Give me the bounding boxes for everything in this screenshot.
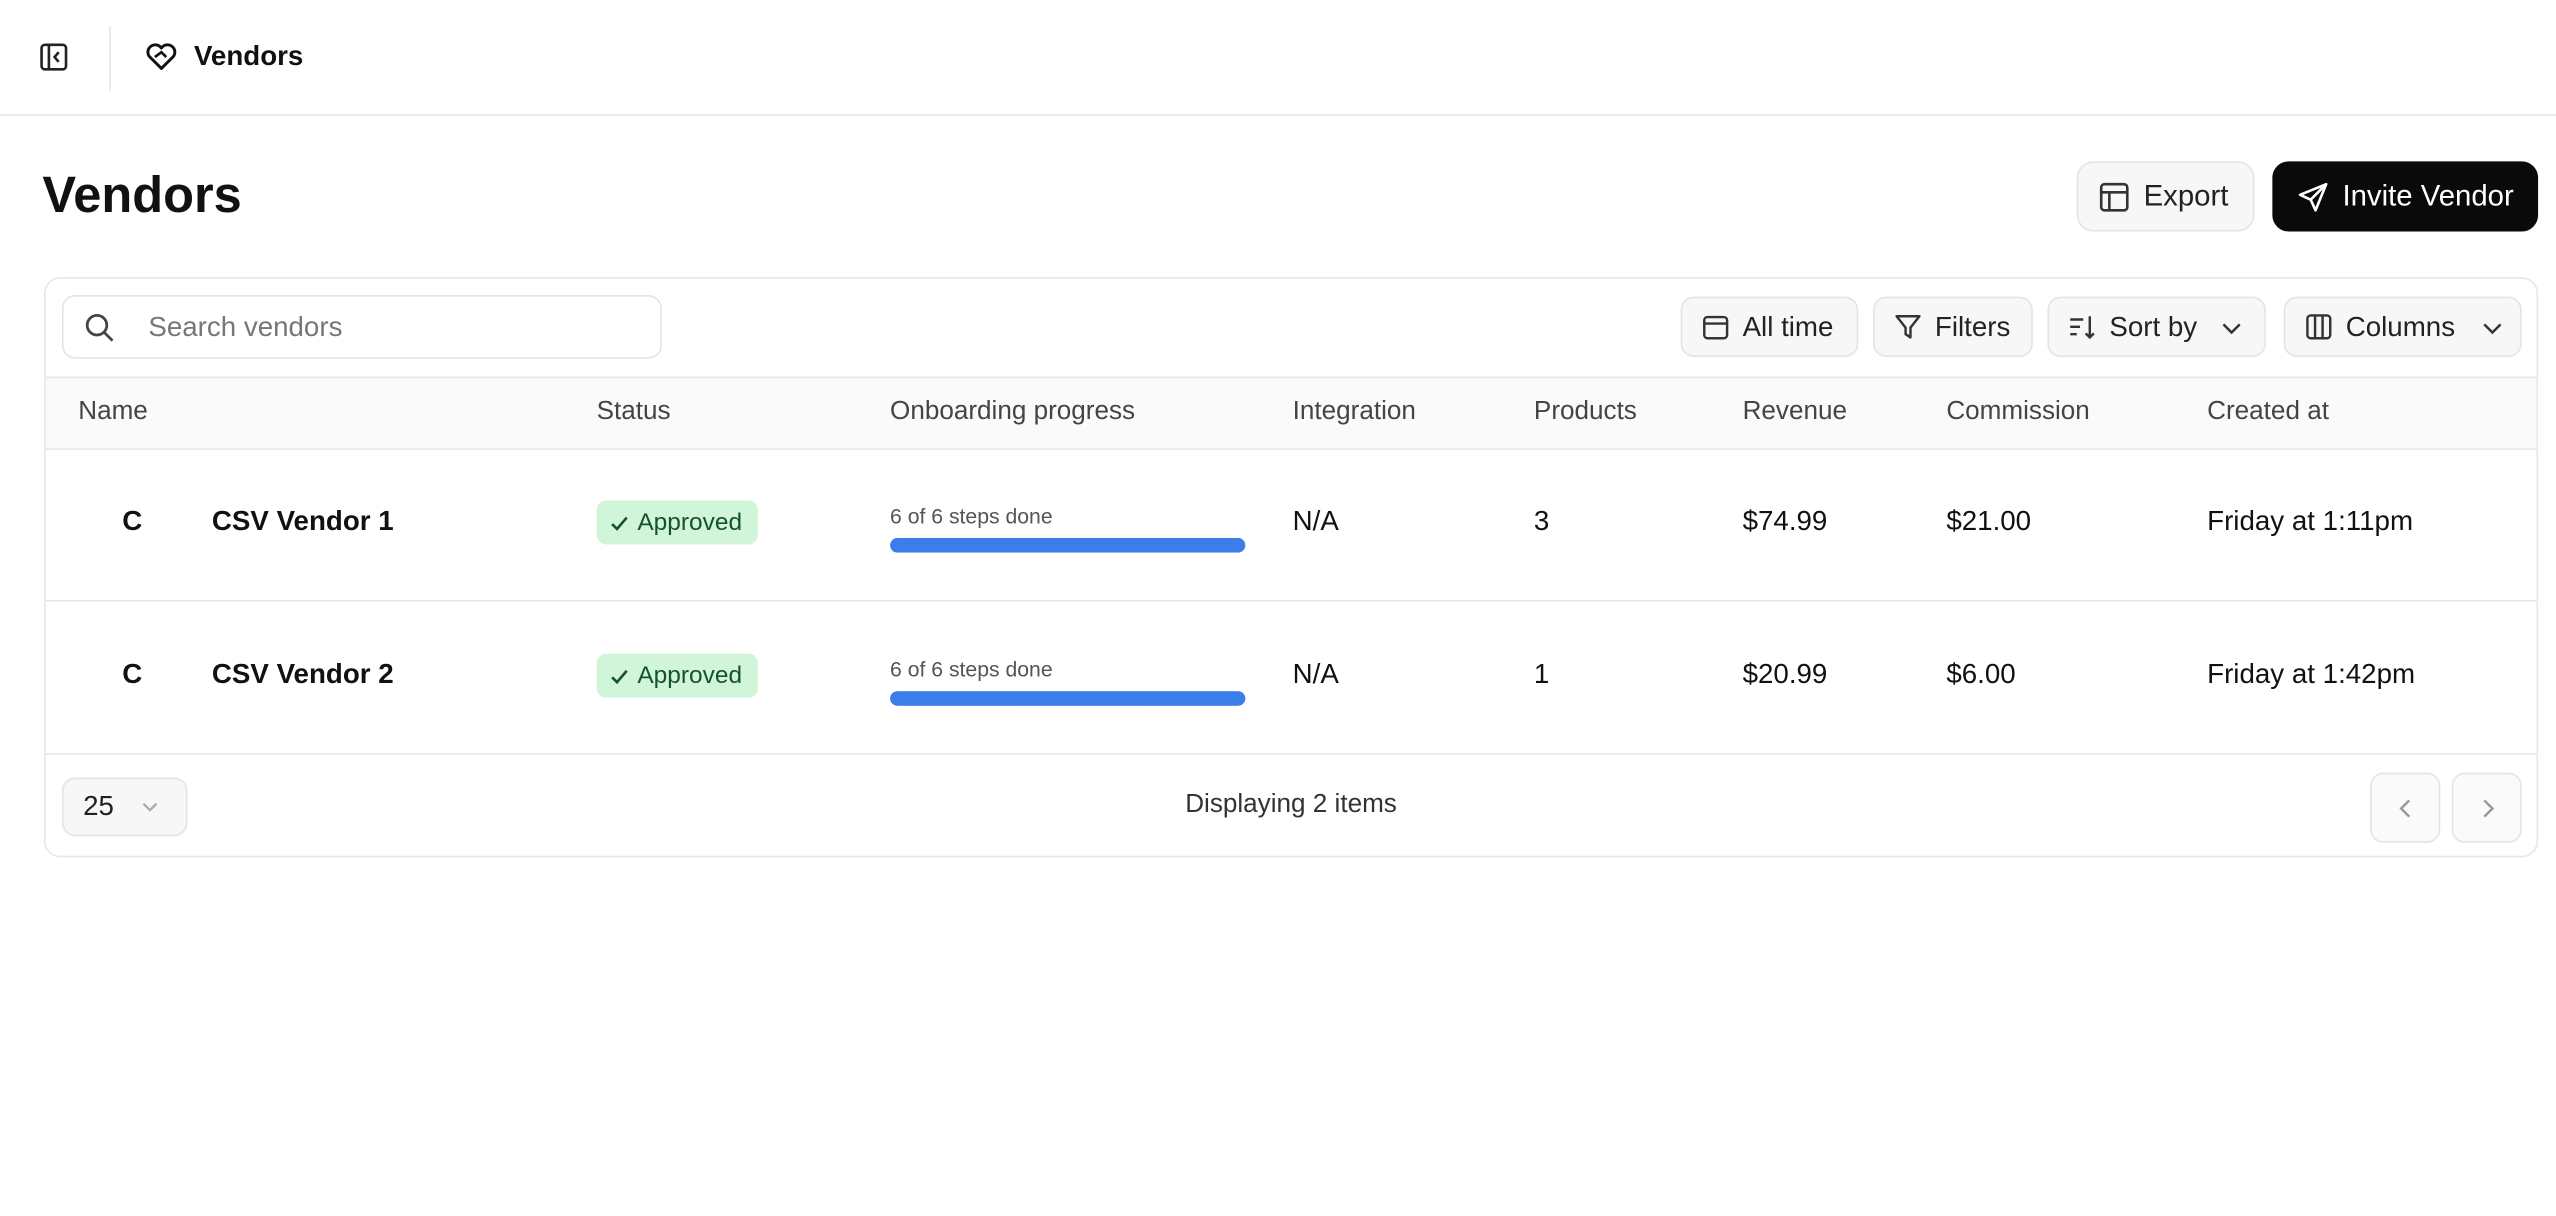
export-label: Export [2143, 179, 2229, 212]
divider [109, 26, 111, 92]
products: 3 [1533, 505, 1550, 537]
columns-icon [2306, 314, 2332, 340]
integration: N/A [1292, 505, 1339, 537]
chevron-right [2482, 798, 2494, 817]
sort-button[interactable]: Sort by [2047, 296, 2266, 357]
column-header: Created at [2207, 397, 2329, 426]
next-page[interactable] [2451, 772, 2522, 843]
sidebar-toggle[interactable] [39, 42, 68, 71]
vendor-name: CSV Vendor 1 [211, 505, 394, 537]
column-header: Revenue [1742, 397, 1847, 426]
header-title: Vendors [193, 40, 304, 72]
chevron [2483, 322, 2502, 334]
invite-button[interactable]: Invite Vendor [2272, 161, 2539, 232]
sort-icon [2070, 316, 2095, 340]
filters-label: Filters [1934, 310, 2011, 342]
column-header: Name [78, 397, 148, 426]
progress-label: 6 of 6 steps done [890, 656, 1053, 682]
invite-label: Invite Vendor [2342, 179, 2514, 212]
sort-label: Sort by [2109, 310, 2198, 342]
prev-page[interactable] [2370, 772, 2441, 843]
status-label: Approved [637, 508, 743, 537]
progress-label: 6 of 6 steps done [890, 503, 1053, 529]
vendors-icon [146, 43, 177, 70]
search-placeholder: Search vendors [148, 310, 343, 342]
calendar-icon [1703, 315, 1729, 340]
column-header: Onboarding progress [890, 397, 1136, 426]
table-header: Name Status Onboarding progress Integration… [45, 376, 2537, 450]
page-size-select[interactable]: 25 [61, 777, 188, 837]
columns-button[interactable]: Columns [2283, 296, 2522, 357]
created-at: Friday at 1:42pm [2207, 658, 2416, 690]
created-at: Friday at 1:11pm [2207, 505, 2414, 537]
table-card: Search vendors All time Filters Sort by … [44, 277, 2539, 858]
column-header: Commission [1946, 397, 2090, 426]
chevron [142, 802, 158, 812]
check-icon [611, 515, 628, 531]
status-badge: Approved [596, 500, 759, 545]
columns-label: Columns [2345, 310, 2456, 342]
date-label: All time [1742, 310, 1834, 342]
column-header: Products [1533, 397, 1637, 426]
search-icon [85, 313, 114, 341]
revenue: $20.99 [1742, 658, 1828, 690]
filters-button[interactable]: Filters [1872, 296, 2033, 357]
export-icon [2099, 182, 2129, 211]
top-bar: Vendors [0, 0, 2556, 116]
progress-track [890, 691, 1246, 706]
page-size: 25 [83, 790, 114, 822]
export-button[interactable]: Export [2076, 161, 2255, 232]
search-box[interactable]: Search vendors [61, 295, 662, 359]
chevron [2222, 322, 2241, 334]
status-label: Approved [637, 661, 743, 690]
progress-fill [890, 691, 1246, 706]
integration: N/A [1292, 658, 1339, 690]
vendor-name: CSV Vendor 2 [211, 658, 394, 690]
table-row[interactable]: C CSV Vendor 1 Approved 6 of 6 steps done N/… [45, 447, 2537, 602]
filter-icon [1895, 315, 1921, 339]
footer-summary: Displaying 2 items [1185, 790, 1397, 819]
progress-fill [890, 537, 1246, 553]
commission: $6.00 [1946, 658, 2016, 690]
avatar: C [122, 658, 143, 690]
column-header: Integration [1292, 397, 1416, 426]
date-button[interactable]: All time [1680, 296, 1859, 357]
products: 1 [1533, 658, 1550, 690]
table-row[interactable]: C CSV Vendor 2 Approved 6 of 6 steps done N/… [45, 600, 2537, 755]
page-title: Vendors [42, 166, 242, 224]
revenue: $74.99 [1742, 505, 1828, 537]
check-icon [611, 669, 628, 684]
progress-track [890, 537, 1246, 553]
avatar: C [122, 505, 143, 537]
commission: $21.00 [1946, 505, 2032, 537]
chevron-left [2398, 798, 2410, 817]
status-badge: Approved [596, 653, 759, 698]
send-icon [2298, 182, 2328, 211]
column-header: Status [596, 397, 671, 426]
